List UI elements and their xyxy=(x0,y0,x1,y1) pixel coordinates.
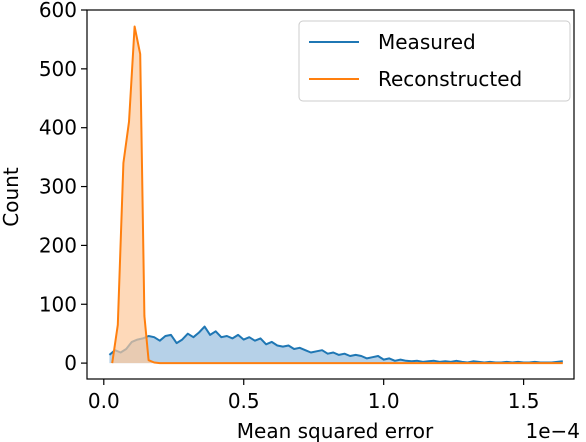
y-tick-label: 300 xyxy=(39,175,77,199)
ticks-layer: 0.0 0.5 1.0 1.5 0 100 200 300 400 500 600 xyxy=(39,0,540,413)
x-tick-label: 1.5 xyxy=(508,389,540,413)
y-tick-label: 600 xyxy=(39,0,77,22)
legend-label-0: Measured xyxy=(378,30,476,54)
y-tick-label: 200 xyxy=(39,233,77,257)
series-layer xyxy=(108,25,563,365)
x-tick-label: 0.0 xyxy=(88,389,120,413)
series-fill-0 xyxy=(109,326,563,364)
x-axis-offset-label: 1e−4 xyxy=(525,419,580,442)
y-tick-label: 400 xyxy=(39,116,77,140)
x-tick-label: 1.0 xyxy=(368,389,400,413)
series-line-1 xyxy=(111,25,563,365)
legend-label-1: Reconstructed xyxy=(378,67,522,91)
y-tick-label: 500 xyxy=(39,57,77,81)
legend-box xyxy=(298,20,571,102)
y-axis-label: Count xyxy=(0,167,23,227)
x-tick-label: 0.5 xyxy=(228,389,260,413)
axes-layer xyxy=(86,9,575,380)
y-tick-label: 100 xyxy=(39,292,77,316)
legend: Measured Reconstructed xyxy=(298,20,571,102)
y-tick-label: 0 xyxy=(64,351,77,375)
x-axis-label: Mean squared error xyxy=(237,419,434,442)
plot-frame xyxy=(86,9,575,380)
